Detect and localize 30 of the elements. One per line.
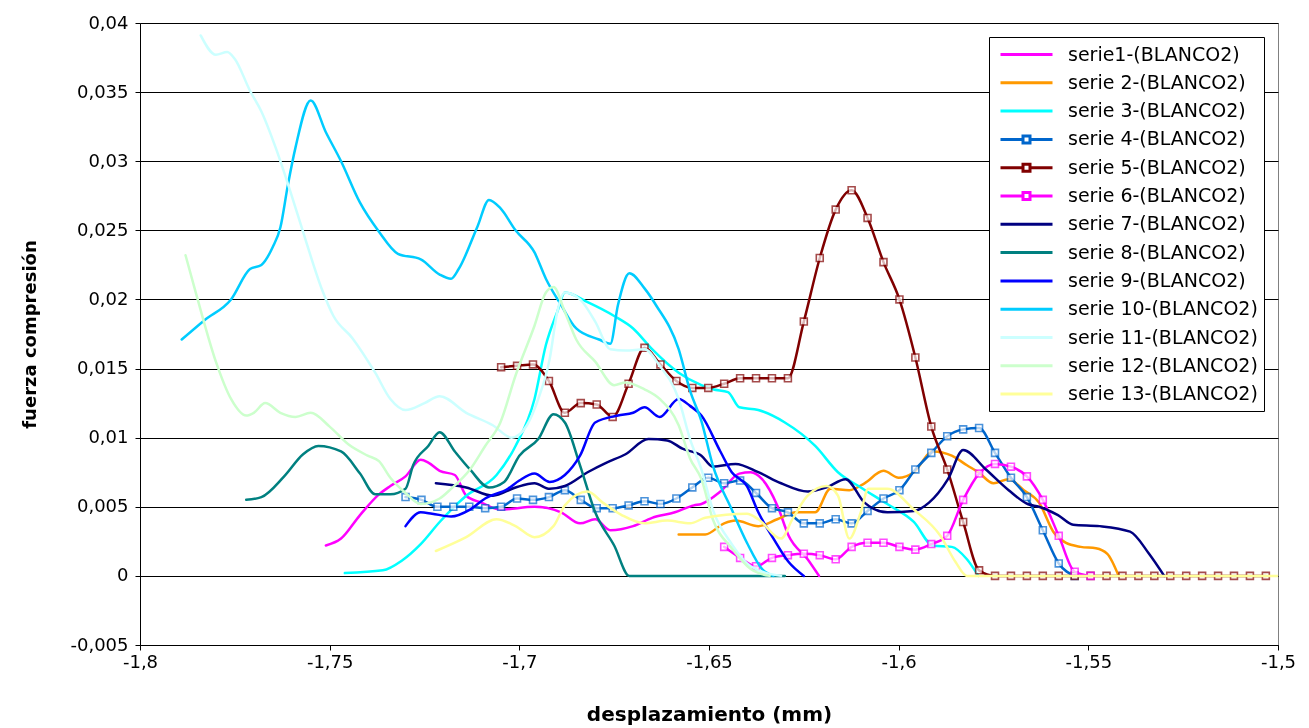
legend-label: serie 10-(BLANCO2) <box>1068 297 1258 320</box>
y-tick-label: 0,035 <box>76 80 129 102</box>
legend-label: serie 13-(BLANCO2) <box>1068 382 1258 405</box>
x-tick-label: -1,55 <box>1065 650 1113 672</box>
legend-label: serie 3-(BLANCO2) <box>1068 99 1246 122</box>
y-tick-label: 0,005 <box>76 495 129 517</box>
legend-label: serie 4-(BLANCO2) <box>1068 127 1246 150</box>
y-tick-label: 0,015 <box>76 357 129 379</box>
legend-label: serie 9-(BLANCO2) <box>1068 268 1246 291</box>
x-tick-label: -1,7 <box>502 650 538 672</box>
x-tick-label: -1,75 <box>306 650 354 672</box>
x-axis-title: desplazamiento (mm) <box>586 701 833 726</box>
y-tick-label: 0,025 <box>76 218 129 240</box>
legend-label: serie1-(BLANCO2) <box>1068 42 1240 65</box>
y-axis-title: fuerza compresión <box>18 240 40 429</box>
y-tick-label: 0,03 <box>88 149 129 171</box>
x-tick-label: -1,5 <box>1260 650 1297 672</box>
legend-label: serie 5-(BLANCO2) <box>1068 155 1246 178</box>
legend-label: serie 6-(BLANCO2) <box>1068 184 1246 206</box>
y-tick-label: 0,02 <box>88 287 129 309</box>
legend-label: serie 12-(BLANCO2) <box>1068 353 1258 376</box>
legend-label: serie 7-(BLANCO2) <box>1068 212 1246 235</box>
x-tick-label: -1,6 <box>881 650 917 672</box>
legend-label: serie 11-(BLANCO2) <box>1068 325 1258 348</box>
legend-label: serie 8-(BLANCO2) <box>1068 240 1246 263</box>
y-tick-label: 0 <box>117 564 129 586</box>
legend-label: serie 2-(BLANCO2) <box>1068 70 1246 93</box>
y-tick-label: 0,04 <box>88 11 129 33</box>
x-tick-label: -1,65 <box>686 650 733 672</box>
y-tick-label: 0,01 <box>88 426 129 448</box>
